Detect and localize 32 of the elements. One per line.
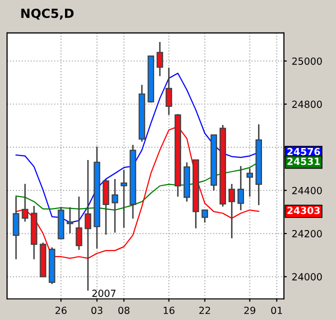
candlestick — [102, 178, 110, 236]
candlestick — [12, 196, 20, 260]
annotation: 24531 — [287, 158, 320, 165]
candlestick — [112, 178, 118, 234]
annotation: 24303 — [287, 206, 320, 214]
candlestick — [166, 66, 172, 116]
x-tick-label: 26 — [56, 306, 67, 314]
candlestick — [66, 206, 74, 234]
line-series — [15, 126, 260, 259]
x-tick-label: 03 — [91, 306, 102, 314]
x-tick-label: 08 — [118, 306, 130, 314]
y-tick-label: 24800 — [292, 100, 322, 108]
candlestick — [228, 183, 236, 239]
candlestick — [238, 165, 244, 211]
y-tick-label: 24400 — [292, 186, 322, 194]
candlestick — [76, 196, 82, 251]
y-tick-label: 24000 — [292, 273, 322, 280]
annotation: 24576 — [287, 148, 320, 156]
candlestick — [202, 209, 208, 224]
candlestick — [120, 169, 128, 228]
candlestick — [156, 41, 164, 77]
y-tick-label: 25000 — [292, 57, 322, 65]
x-tick-label: 22 — [199, 306, 210, 314]
x-tick-label: 16 — [164, 306, 174, 314]
candlestick — [246, 168, 254, 198]
candlestick — [22, 183, 28, 222]
y-tick-label: 24200 — [292, 230, 322, 238]
x-tick-label: 01 — [271, 306, 282, 314]
x-tick-label: 29 — [244, 306, 256, 314]
chart-title: NQC5,D — [21, 8, 74, 20]
annotation: 2007 — [92, 290, 116, 297]
candlestick — [84, 159, 92, 292]
